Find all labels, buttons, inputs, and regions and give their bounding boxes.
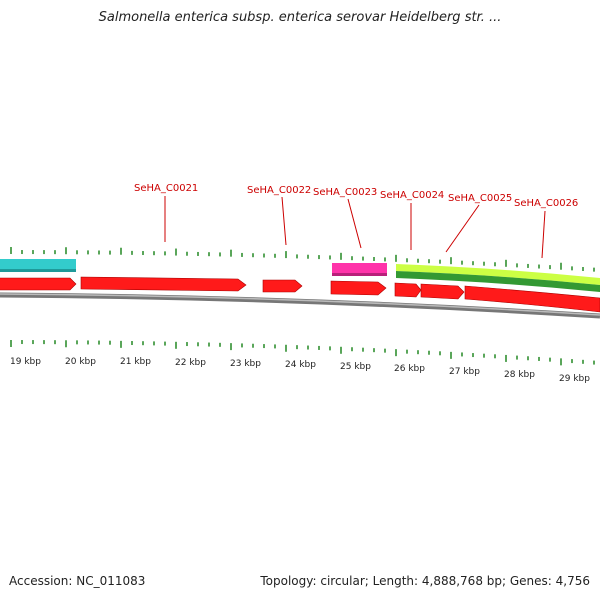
accession-text: Accession: NC_011083: [9, 574, 146, 588]
feature-magenta[interactable]: [332, 263, 387, 275]
gene-label[interactable]: SeHA_C0024: [380, 190, 444, 201]
axis-label: 29 kbp: [559, 374, 590, 384]
gene-label[interactable]: SeHA_C0026: [514, 198, 578, 209]
gene-arrow[interactable]: [262, 279, 303, 293]
leader-line: [541, 210, 546, 259]
axis-label: 24 kbp: [285, 360, 316, 370]
gene-arrow[interactable]: [330, 280, 387, 296]
genome-backbone-highlight: [0, 293, 600, 316]
genome-backbone: [0, 292, 600, 319]
gene-label[interactable]: SeHA_C0023: [313, 187, 377, 198]
gene-arrow[interactable]: [80, 276, 247, 292]
leader-line: [347, 198, 362, 249]
axis-label: 25 kbp: [340, 362, 371, 372]
feature-lime[interactable]: [396, 264, 600, 285]
gene-label[interactable]: SeHA_C0022: [247, 185, 311, 196]
map-title: Salmonella enterica subsp. enterica sero…: [98, 10, 502, 25]
feature-green[interactable]: [396, 271, 600, 292]
axis-label: 19 kbp: [10, 357, 41, 367]
axis-label: 21 kbp: [120, 357, 151, 367]
leader-line: [281, 196, 287, 246]
axis-label: 26 kbp: [394, 364, 425, 374]
axis-label: 27 kbp: [449, 367, 480, 377]
feature-cyan-edge: [0, 269, 76, 272]
leader-line: [445, 204, 480, 253]
feature-cyan[interactable]: [0, 259, 76, 271]
feature-magenta-edge: [332, 273, 387, 276]
axis-label: 20 kbp: [65, 357, 96, 367]
gene-arrow[interactable]: [420, 283, 465, 300]
gene-arrow[interactable]: [0, 277, 77, 291]
gene-label[interactable]: SeHA_C0025: [448, 193, 512, 204]
gene-label[interactable]: SeHA_C0021: [134, 183, 198, 194]
inner-tick-marks: [10, 340, 595, 366]
outer-tick-marks: [10, 247, 595, 272]
gene-arrow[interactable]: [394, 282, 422, 298]
axis-label: 28 kbp: [504, 370, 535, 380]
gene-arrow[interactable]: [464, 285, 600, 313]
genome-summary-text: Topology: circular; Length: 4,888,768 bp…: [260, 574, 590, 588]
axis-label: 23 kbp: [230, 359, 261, 369]
axis-label: 22 kbp: [175, 358, 206, 368]
